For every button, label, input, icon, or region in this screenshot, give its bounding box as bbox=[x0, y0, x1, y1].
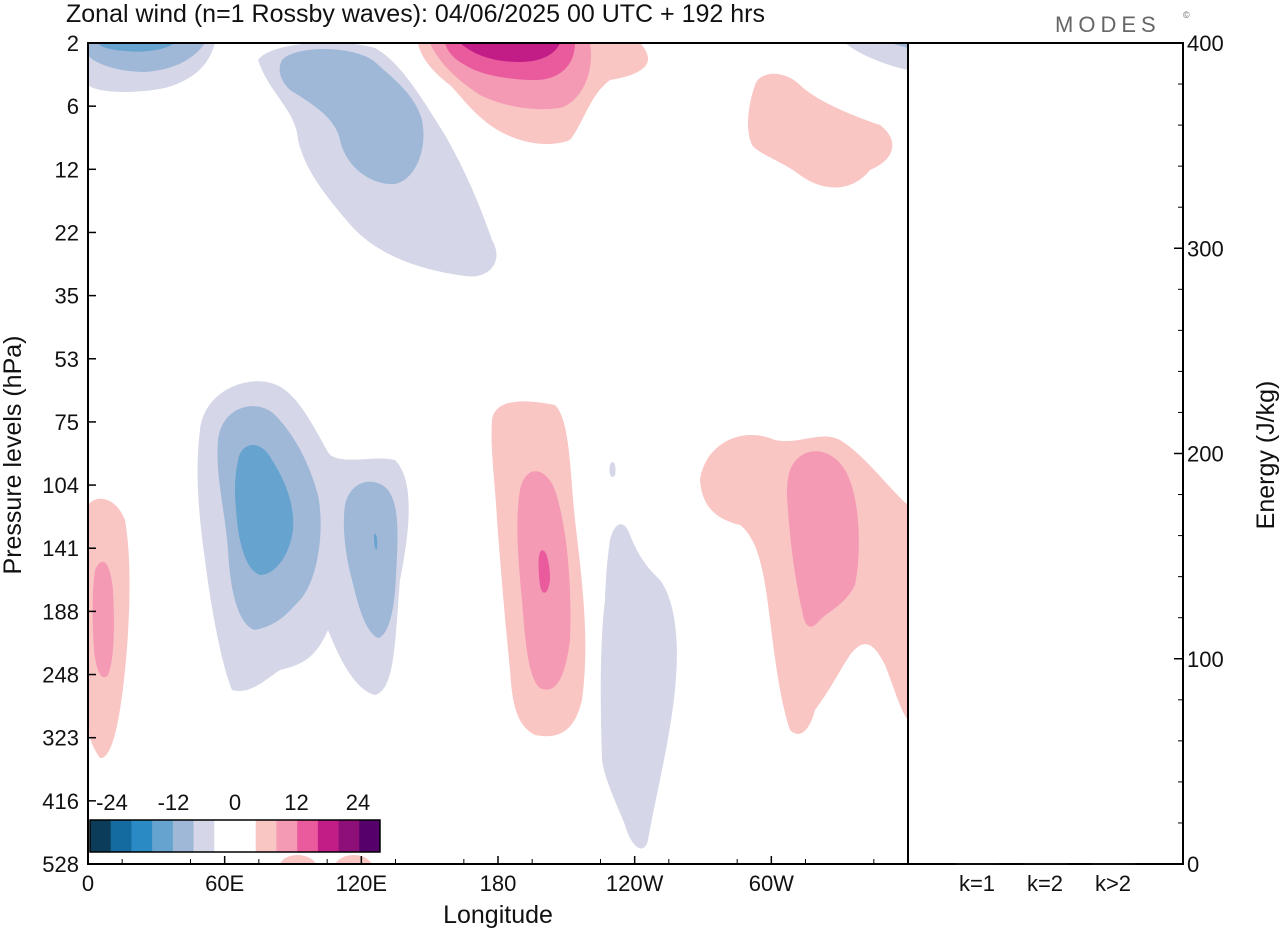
colorbar-swatch bbox=[152, 820, 174, 852]
x-axis-label: Longitude bbox=[443, 901, 553, 929]
x-tick-label: 0 bbox=[82, 871, 94, 896]
contour-pos-bottom-2 bbox=[335, 855, 372, 864]
y-tick-label: 35 bbox=[55, 284, 79, 309]
y-tick-label: 75 bbox=[55, 410, 79, 435]
y2-tick-label: 400 bbox=[1187, 31, 1224, 56]
contour-pos-60w-inner bbox=[786, 451, 859, 627]
colorbar-swatch bbox=[235, 820, 257, 852]
energy-bar bbox=[955, 863, 999, 865]
y2-tick-label: 100 bbox=[1187, 647, 1224, 672]
colorbar: -24 -12 0 12 24 bbox=[89, 790, 381, 853]
y-tick-label: 323 bbox=[42, 726, 79, 751]
contour-neg-strat-inner bbox=[279, 48, 424, 185]
contour-neg-60e-core bbox=[234, 445, 294, 575]
y2-tick-label: 300 bbox=[1187, 236, 1224, 261]
colorbar-swatch bbox=[276, 820, 298, 852]
contour-neg-125e-core bbox=[374, 533, 378, 550]
contour-pos-180-core bbox=[538, 550, 550, 593]
x-tick-label: 180 bbox=[480, 871, 517, 896]
chart-title: Zonal wind (n=1 Rossby waves): 04/06/202… bbox=[66, 0, 765, 28]
contour-neg-125e bbox=[343, 481, 398, 638]
energy-bar bbox=[1091, 863, 1135, 865]
x-tick-label: 60W bbox=[749, 871, 794, 896]
energy-bar-label: k=1 bbox=[959, 871, 995, 896]
y2-tick-label: 200 bbox=[1187, 442, 1224, 467]
longitude-axis: 0 60E 120E 180 120W 60W bbox=[82, 856, 875, 896]
energy-bar-label: k>2 bbox=[1095, 871, 1131, 896]
contour-neg-top-right bbox=[845, 43, 908, 70]
colorbar-swatch bbox=[131, 820, 153, 852]
y2-axis-label: Energy (J/kg) bbox=[1252, 381, 1280, 530]
colorbar-swatch bbox=[338, 820, 360, 852]
energy-bar bbox=[1023, 862, 1067, 865]
energy-bars: k=1 k=2 k>2 bbox=[955, 862, 1135, 896]
contour-neg-top-right-inner bbox=[890, 43, 908, 48]
contour-neg-120w-dot bbox=[609, 462, 616, 477]
colorbar-label: 0 bbox=[229, 790, 241, 815]
contour-field bbox=[88, 43, 908, 864]
y-tick-label: 188 bbox=[42, 599, 79, 624]
colorbar-label: -12 bbox=[158, 790, 190, 815]
colorbar-swatch bbox=[317, 820, 339, 852]
y-tick-label: 22 bbox=[55, 220, 79, 245]
y-axis-label: Pressure levels (hPa) bbox=[0, 336, 27, 575]
colorbar-swatch bbox=[359, 820, 381, 852]
energy-bar-label: k=2 bbox=[1027, 871, 1063, 896]
colorbar-swatch bbox=[297, 820, 319, 852]
contour-neg-120w bbox=[600, 524, 677, 849]
y-tick-label: 141 bbox=[42, 536, 79, 561]
colorbar-swatch bbox=[90, 820, 112, 852]
x-tick-label: 120E bbox=[336, 871, 387, 896]
energy-axis: 0 100 200 300 400 bbox=[1174, 31, 1224, 877]
y2-tick-label: 0 bbox=[1187, 852, 1199, 877]
x-tick-label: 120W bbox=[606, 871, 664, 896]
colorbar-swatch bbox=[110, 820, 132, 852]
colorbar-label: 24 bbox=[346, 790, 370, 815]
y-tick-label: 104 bbox=[42, 473, 79, 498]
x-tick-label: 60E bbox=[205, 871, 244, 896]
brand-mark: © bbox=[1183, 10, 1190, 20]
y-tick-label: 416 bbox=[42, 789, 79, 814]
y-tick-label: 528 bbox=[42, 852, 79, 877]
contour-pos-upper-right bbox=[748, 73, 893, 188]
colorbar-swatch bbox=[214, 820, 236, 852]
brand-logo: MODES bbox=[1055, 12, 1161, 37]
y-tick-label: 12 bbox=[55, 157, 79, 182]
y-tick-label: 53 bbox=[55, 347, 79, 372]
y-tick-label: 248 bbox=[42, 663, 79, 688]
y-tick-label: 6 bbox=[67, 94, 79, 119]
colorbar-label: 12 bbox=[284, 790, 308, 815]
colorbar-swatch bbox=[193, 820, 215, 852]
pressure-axis: 2 6 12 22 35 53 75 104 141 188 248 323 416 528 bbox=[42, 31, 96, 877]
energy-frame bbox=[907, 42, 1184, 865]
colorbar-swatch bbox=[255, 820, 277, 852]
colorbar-label: -24 bbox=[96, 790, 128, 815]
contour-pos-top-core bbox=[460, 43, 560, 62]
contour-pos-bottom-1 bbox=[280, 855, 316, 864]
contour-pos-left-inner bbox=[92, 561, 114, 678]
contour-neg-top-left-core bbox=[98, 43, 175, 52]
y-tick-label: 2 bbox=[67, 31, 79, 56]
colorbar-frame bbox=[89, 819, 381, 853]
colorbar-swatch bbox=[172, 820, 194, 852]
